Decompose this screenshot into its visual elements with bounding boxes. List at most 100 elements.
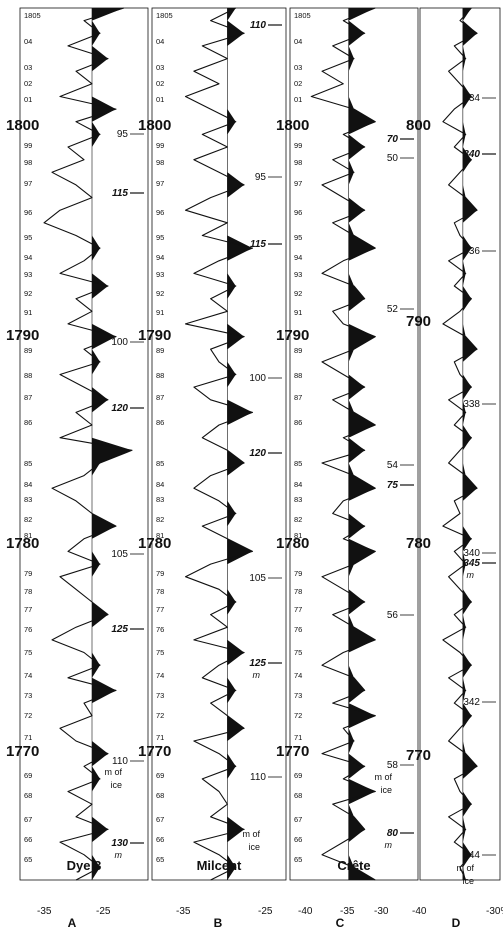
depth-label: 105: [249, 573, 266, 584]
depth-unit-label: m: [385, 840, 393, 850]
major-year-label: 1780: [276, 535, 309, 552]
depth-unit-label: m: [467, 570, 475, 580]
panel-letter: A: [68, 916, 77, 930]
depth-label: 110: [250, 772, 266, 783]
warm-fill-A: [92, 8, 132, 880]
major-year-label: 1800: [6, 117, 39, 134]
major-year-label: 1780: [6, 535, 39, 552]
minor-year-label: 02: [156, 79, 164, 88]
major-year-label: 1790: [138, 327, 171, 344]
minor-year-label: 65: [294, 855, 302, 864]
depth-unit-label: m of: [242, 829, 260, 839]
depth-label: 95: [117, 129, 129, 140]
minor-year-label: 73: [156, 691, 164, 700]
minor-year-label: 67: [24, 815, 32, 824]
depth-mark-label: 115: [112, 188, 128, 199]
minor-year-label: 95: [294, 233, 302, 242]
depth-label: 100: [111, 337, 128, 348]
minor-year-label: 97: [294, 179, 302, 188]
depth-unit-label: ice: [248, 842, 260, 852]
minor-year-label: 96: [294, 208, 302, 217]
minor-year-label: 69: [294, 771, 302, 780]
minor-year-label: 91: [294, 308, 302, 317]
major-year-label: 1800: [138, 117, 171, 134]
depth-mark-label: 115: [250, 239, 266, 250]
minor-year-label: 97: [24, 179, 32, 188]
minor-year-label: 69: [24, 771, 32, 780]
minor-year-label: 04: [294, 37, 302, 46]
minor-year-label: 99: [24, 141, 32, 150]
minor-year-label: 89: [294, 346, 302, 355]
minor-year-label: 65: [156, 855, 164, 864]
major-year-label: 1780: [138, 535, 171, 552]
depth-unit-label: ice: [110, 780, 122, 790]
minor-year-label: 98: [294, 158, 302, 167]
depth-mark-label: 80: [387, 828, 399, 839]
minor-year-label: 83: [156, 495, 164, 504]
minor-year-label: 96: [24, 208, 32, 217]
minor-year-label: 81: [294, 531, 302, 540]
panel-letter: C: [336, 916, 345, 930]
site-label: Dye 3: [67, 858, 102, 873]
minor-year-label: 65: [24, 855, 32, 864]
minor-year-label: 68: [24, 791, 32, 800]
minor-year-label: 81: [156, 531, 164, 540]
minor-year-label: 92: [156, 289, 164, 298]
minor-year-label: 88: [24, 371, 32, 380]
panel-letter: B: [214, 916, 223, 930]
minor-year-label: 01: [294, 95, 302, 104]
minor-year-label: 79: [24, 569, 32, 578]
minor-year-label: 72: [294, 711, 302, 720]
minor-year-label: 93: [24, 270, 32, 279]
minor-year-label: 68: [156, 791, 164, 800]
depth-mark-label: 70: [387, 134, 399, 145]
depth-mark-label: 75: [387, 480, 399, 491]
major-year-label: 800: [406, 117, 431, 134]
minor-year-label: 87: [156, 393, 164, 402]
minor-year-label: 92: [294, 289, 302, 298]
depth-mark-label: 340: [463, 149, 480, 160]
minor-year-label: 85: [156, 459, 164, 468]
depth-label: 340: [463, 548, 480, 559]
depth-label: 56: [387, 610, 399, 621]
depth-mark-label: 125: [249, 658, 266, 669]
profile-line-C: [310, 7, 376, 881]
site-label: Crête: [337, 858, 370, 873]
warm-fill-B: [227, 8, 253, 880]
minor-year-label: 93: [156, 270, 164, 279]
minor-year-label: 67: [294, 815, 302, 824]
warm-fill-C: [348, 8, 376, 880]
minor-year-label: 76: [156, 625, 164, 634]
minor-year-label: 92: [24, 289, 32, 298]
minor-year-label: 79: [156, 569, 164, 578]
depth-mark-label: 130: [111, 838, 128, 849]
minor-year-label: 84: [294, 480, 302, 489]
x-tick-label: -35: [340, 906, 355, 917]
minor-year-label: 98: [156, 158, 164, 167]
panel-frame-A: [19, 7, 149, 881]
minor-year-label: 02: [294, 79, 302, 88]
panel-frame-D: [419, 7, 501, 881]
major-year-label: 770: [406, 747, 431, 764]
depth-label: 344: [463, 850, 480, 861]
minor-year-label: 74: [156, 671, 164, 680]
minor-year-label: 72: [24, 711, 32, 720]
minor-year-label: 77: [156, 605, 164, 614]
major-year-label: 780: [406, 535, 431, 552]
minor-year-label: 98: [24, 158, 32, 167]
minor-year-label: 93: [294, 270, 302, 279]
profile-line-D: [442, 7, 478, 881]
depth-label: 95: [255, 172, 267, 183]
depth-label: 54: [387, 460, 399, 471]
x-tick-label: -25: [96, 906, 111, 917]
minor-year-label: 1805: [156, 11, 173, 20]
depth-unit-label: m of: [374, 772, 392, 782]
minor-year-label: 66: [294, 835, 302, 844]
minor-year-label: 1805: [294, 11, 311, 20]
minor-year-label: 73: [294, 691, 302, 700]
x-tick-label: -30%: [486, 906, 503, 917]
minor-year-label: 82: [294, 515, 302, 524]
depth-label: 336: [463, 246, 480, 257]
